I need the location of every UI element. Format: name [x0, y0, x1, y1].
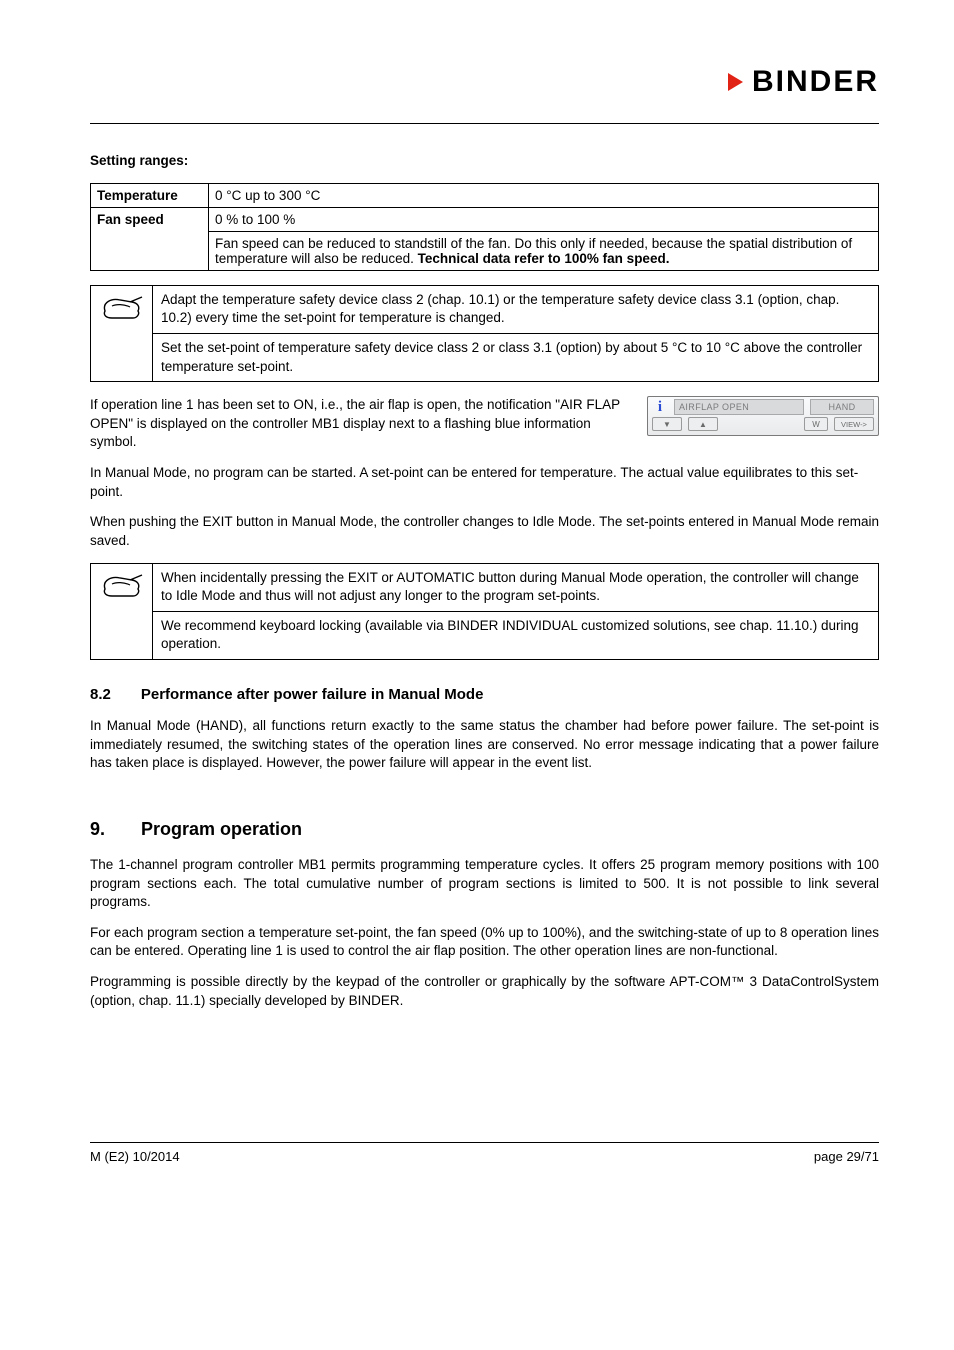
note-paragraph: We recommend keyboard locking (available… [153, 612, 878, 659]
section-body: The 1-channel program controller MB1 per… [90, 856, 879, 912]
section-body: In Manual Mode (HAND), all functions ret… [90, 717, 879, 773]
hand-point-icon [100, 292, 144, 326]
range-label: Temperature [91, 183, 209, 207]
view-button[interactable]: VIEW-> [834, 417, 874, 431]
controller-display: i AIRFLAP OPEN HAND ▼ ▲ W VIEW-> [647, 396, 879, 436]
range-value: 0 °C up to 300 °C [209, 183, 879, 207]
setting-ranges-table: Temperature 0 °C up to 300 °C Fan speed … [90, 183, 879, 271]
w-button[interactable]: W [804, 417, 828, 431]
brand-name: BINDER [752, 65, 879, 99]
note-paragraph: When incidentally pressing the EXIT or A… [153, 564, 878, 612]
info-icon: i [652, 399, 668, 415]
exit-paragraph: When pushing the EXIT button in Manual M… [90, 513, 879, 550]
footer-right: page 29/71 [814, 1149, 879, 1164]
display-main-label: AIRFLAP OPEN [674, 399, 804, 415]
note-paragraph: Set the set-point of temperature safety … [153, 334, 878, 381]
down-button[interactable]: ▼ [652, 417, 682, 431]
section-body: Programming is possible directly by the … [90, 973, 879, 1010]
setting-ranges-title: Setting ranges: [90, 152, 879, 171]
section-heading: 8.2Performance after power failure in Ma… [90, 686, 879, 703]
note-box: When incidentally pressing the EXIT or A… [90, 563, 879, 661]
up-button[interactable]: ▲ [688, 417, 718, 431]
footer-left: M (E2) 10/2014 [90, 1149, 180, 1164]
section-heading: 9.Program operation [90, 819, 879, 840]
note-box: Adapt the temperature safety device clas… [90, 285, 879, 383]
note-paragraph: Adapt the temperature safety device clas… [153, 286, 878, 334]
manual-mode-paragraph: In Manual Mode, no program can be starte… [90, 464, 879, 501]
range-value: 0 % to 100 % [209, 207, 879, 231]
air-flap-paragraph: If operation line 1 has been set to ON, … [90, 396, 633, 452]
range-detail: Fan speed can be reduced to standstill o… [209, 231, 879, 270]
display-mode-label: HAND [810, 399, 874, 415]
hand-point-icon [100, 570, 144, 604]
range-label: Fan speed [91, 207, 209, 270]
section-body: For each program section a temperature s… [90, 924, 879, 961]
